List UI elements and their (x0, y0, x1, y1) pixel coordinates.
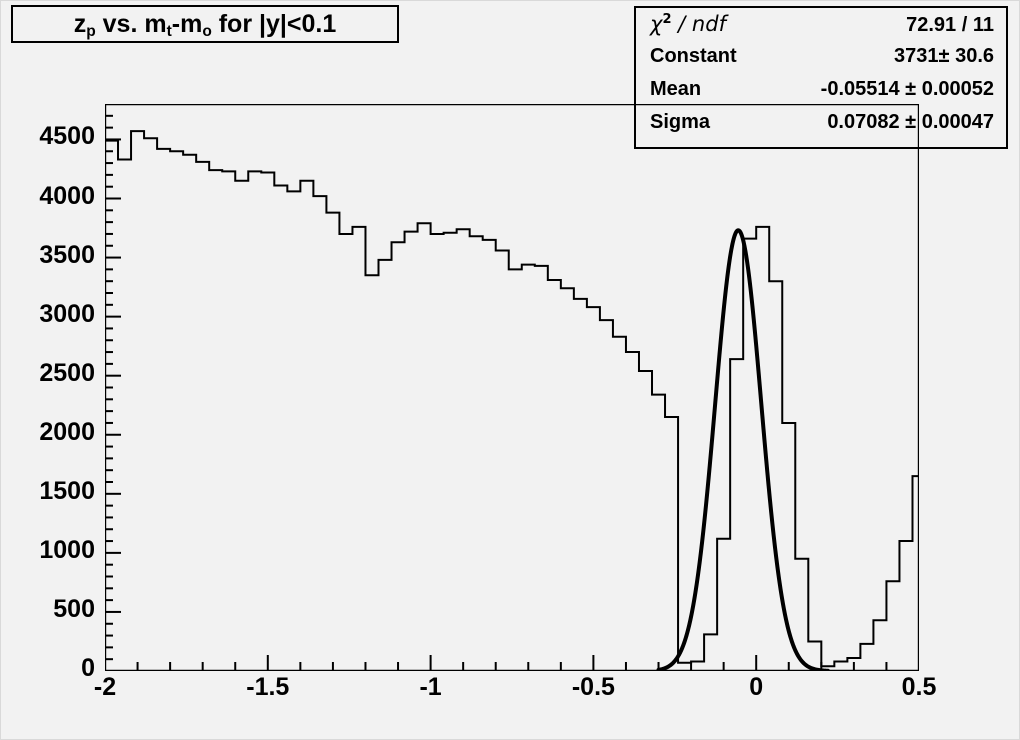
title-mid-2: -m (171, 9, 203, 38)
stat-value-constant: 3731± 30.6 (894, 45, 994, 67)
y-tick-label: 0 (81, 654, 95, 682)
x-tick-label: -1.5 (246, 673, 290, 701)
stat-value-sigma: 0.07082 ± 0.00047 (827, 111, 994, 133)
stat-row-constant: Constant 3731± 30.6 (650, 45, 994, 78)
title-zp-sub: p (86, 23, 96, 41)
y-tick-label: 1500 (39, 476, 95, 505)
stat-row-sigma: Sigma 0.07082 ± 0.00047 (650, 111, 994, 144)
x-tick-label: 0.5 (901, 673, 937, 701)
fit-stats-box: χ2 / ndf 72.91 / 11 Constant 3731± 30.6 … (634, 6, 1008, 149)
stat-label-sigma: Sigma (650, 111, 711, 133)
stat-label-constant: Constant (650, 45, 737, 67)
y-tick-label: 500 (53, 594, 95, 623)
stat-row-mean: Mean -0.05514 ± 0.00052 (650, 78, 994, 111)
axis-ticks (105, 104, 919, 671)
histogram-plot (105, 104, 919, 671)
y-tick-label: 2500 (39, 358, 95, 387)
y-tick-label: 3000 (39, 299, 95, 328)
x-tick-label: 0 (749, 673, 764, 701)
x-tick-label: -0.5 (571, 673, 615, 701)
x-tick-label: -2 (93, 673, 117, 701)
title-mt-sub: t (166, 23, 172, 41)
stat-label-mean: Mean (650, 78, 702, 100)
y-tick-label: 4000 (39, 181, 95, 210)
x-tick-label: -1 (419, 673, 442, 701)
axis-frame (105, 104, 919, 671)
title-suffix: for |y|<0.1 (211, 9, 337, 38)
plot-title-box: zp vs. mt-mo for |y|<0.1 (11, 5, 399, 43)
page-title: zp vs. mt-mo for |y|<0.1 (73, 9, 337, 41)
stat-value-mean: -0.05514 ± 0.00052 (820, 78, 994, 100)
title-mo-sub: o (202, 23, 212, 41)
gaussian-fit-curve (656, 228, 830, 671)
y-tick-label: 2000 (39, 417, 95, 446)
y-tick-label: 1000 (39, 535, 95, 564)
stat-row-chi2: χ2 / ndf 72.91 / 11 (650, 12, 994, 45)
title-zp-base: z (73, 9, 87, 38)
stat-value-chi2: 72.91 / 11 (906, 14, 994, 36)
y-tick-label: 4500 (39, 122, 95, 151)
plot-frame (105, 104, 919, 671)
histogram-steps (105, 130, 919, 668)
stat-label-chi2: χ2 / ndf (650, 12, 726, 36)
title-mid-1: vs. m (95, 9, 167, 38)
y-tick-label: 3500 (39, 240, 95, 269)
